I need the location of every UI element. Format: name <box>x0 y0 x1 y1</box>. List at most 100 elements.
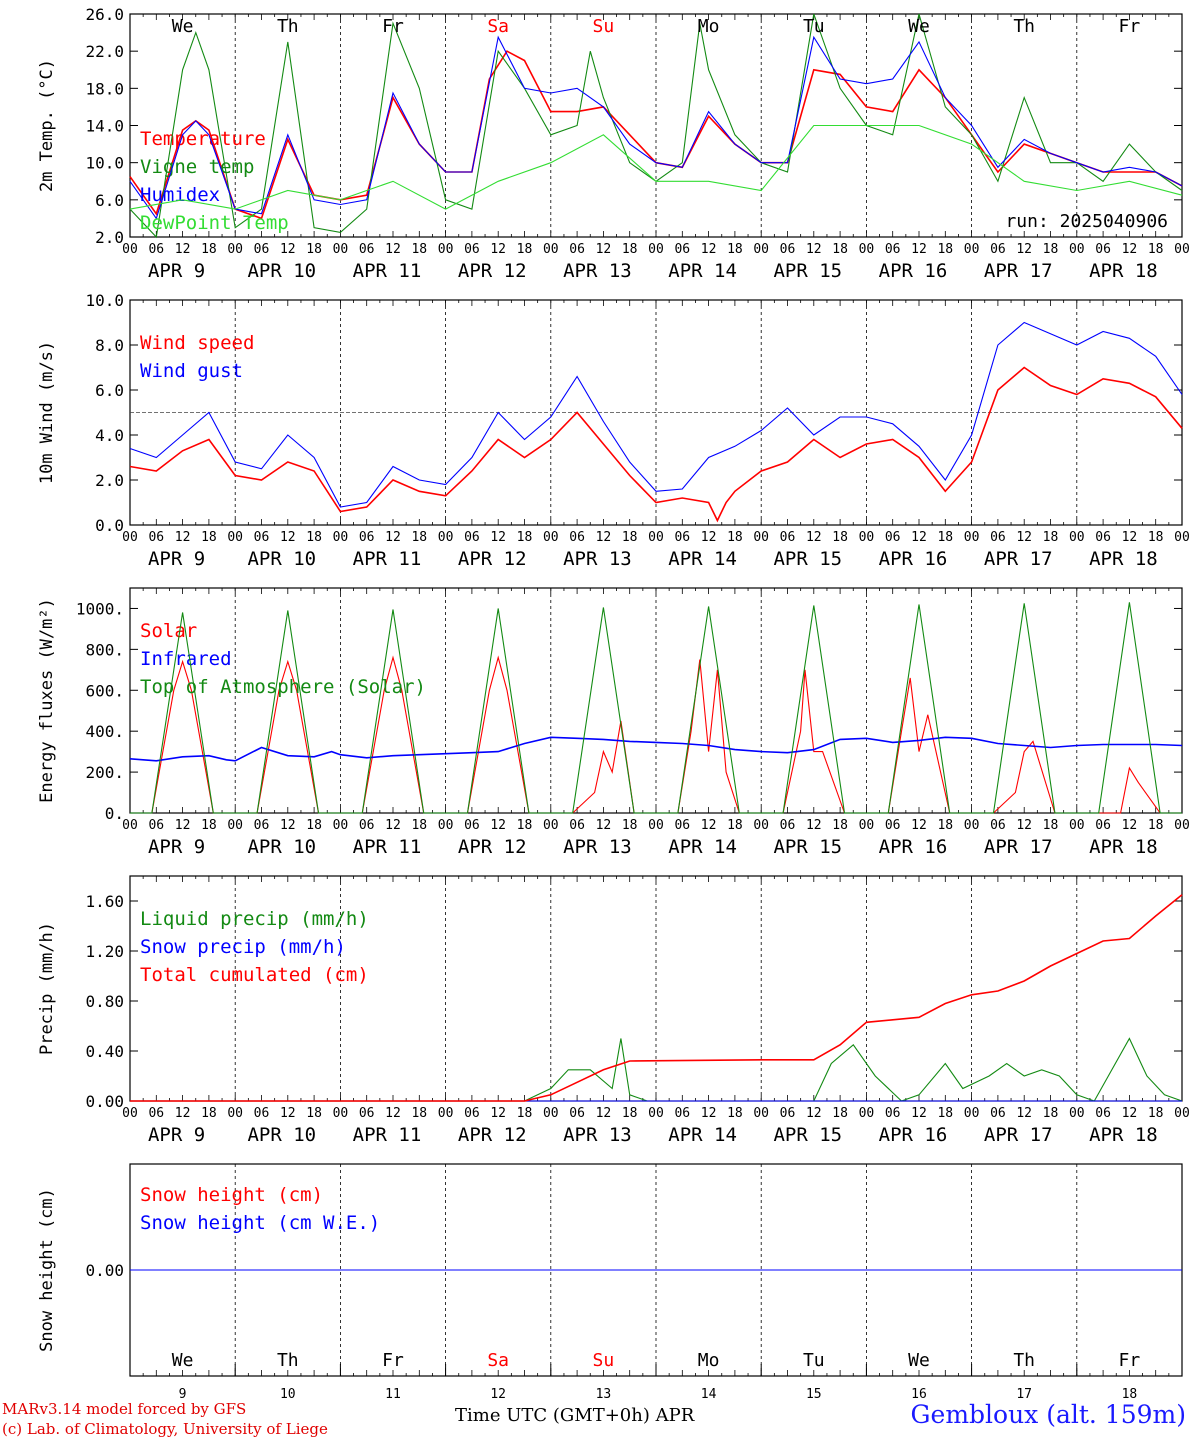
hour-tick-label: 00 <box>438 242 454 257</box>
hour-tick-label: 06 <box>1095 818 1111 833</box>
y-tick-label: 2.0 <box>95 228 124 247</box>
hour-tick-label: 12 <box>490 818 506 833</box>
weekday-label: Mo <box>698 1350 720 1371</box>
hour-tick-label: 18 <box>1148 242 1164 257</box>
hour-tick-label: 06 <box>254 242 270 257</box>
hour-tick-label: 18 <box>306 242 322 257</box>
series-top-of-atmosphere-solar <box>130 602 1182 814</box>
day-label: APR 16 <box>879 836 948 858</box>
hour-tick-label: 06 <box>148 530 164 545</box>
day-label: APR 9 <box>148 548 205 570</box>
weekday-label: Tu <box>803 16 825 37</box>
y-tick-label: 0.00 <box>85 1092 124 1111</box>
legend-entry: Wind gust <box>140 360 243 382</box>
hour-tick-label: 18 <box>306 1106 322 1121</box>
hour-tick-label: 18 <box>517 530 533 545</box>
hour-tick-label: 00 <box>1069 242 1085 257</box>
hour-tick-label: 00 <box>1174 530 1190 545</box>
panel-3: 0. 200. 400. 600. 800. 1000. Energy fluxes (W/… <box>37 587 1190 858</box>
hour-tick-label: 00 <box>227 818 243 833</box>
hour-tick-label: 00 <box>859 1106 875 1121</box>
hour-tick-label: 18 <box>517 1106 533 1121</box>
y-tick-label: 14.0 <box>85 117 124 136</box>
run-annotation: run: 2025040906 <box>1005 211 1168 232</box>
day-label: APR 11 <box>353 260 422 282</box>
hour-tick-label: 00 <box>122 530 138 545</box>
hour-tick-label: 00 <box>543 530 559 545</box>
legend-entry: Humidex <box>140 184 220 206</box>
hour-tick-label: 00 <box>964 818 980 833</box>
legend-entry: Snow height (cm W.E.) <box>140 1212 380 1234</box>
hour-tick-label: 00 <box>648 242 664 257</box>
y-axis-label: Energy fluxes (W/m²) <box>37 598 57 803</box>
hour-tick-label: 00 <box>964 242 980 257</box>
day-number-label: 9 <box>179 1387 187 1402</box>
hour-tick-label: 18 <box>1043 242 1059 257</box>
day-label: APR 12 <box>458 836 527 858</box>
day-label: APR 10 <box>247 1124 316 1146</box>
hour-tick-label: 06 <box>780 242 796 257</box>
legend-entry: Temperature <box>140 128 266 150</box>
hour-tick-label: 06 <box>569 530 585 545</box>
day-label: APR 11 <box>353 548 422 570</box>
hour-tick-label: 18 <box>832 1106 848 1121</box>
hour-tick-label: 12 <box>490 530 506 545</box>
hour-tick-label: 00 <box>438 530 454 545</box>
hour-tick-label: 06 <box>254 818 270 833</box>
weekday-label: Tu <box>803 1350 825 1371</box>
hour-tick-label: 18 <box>1148 818 1164 833</box>
hour-tick-label: 12 <box>806 1106 822 1121</box>
station-name: Gembloux (alt. 159m) <box>910 1400 1186 1429</box>
legend-entry: DewPoint Temp <box>140 212 289 234</box>
y-tick-label: 26.0 <box>85 5 124 24</box>
hour-tick-label: 12 <box>911 530 927 545</box>
hour-tick-label: 06 <box>1095 1106 1111 1121</box>
panel-4: 0.00 0.40 0.80 1.20 1.60 Precip (mm/h) Liquid … <box>37 875 1190 1146</box>
hour-tick-label: 06 <box>674 530 690 545</box>
hour-tick-label: 18 <box>622 1106 638 1121</box>
y-tick-label: 0.00 <box>85 1261 124 1280</box>
hour-tick-label: 18 <box>201 530 217 545</box>
hour-tick-label: 12 <box>175 1106 191 1121</box>
y-tick-label: 1.20 <box>85 942 124 961</box>
day-number-label: 13 <box>596 1387 612 1402</box>
series-wind-speed <box>129 366 1183 523</box>
y-tick-label: 0.40 <box>85 1042 124 1061</box>
hour-tick-label: 00 <box>753 1106 769 1121</box>
y-tick-label: 2.0 <box>95 471 124 490</box>
legend-entry: Wind speed <box>140 332 254 354</box>
y-tick-label: 22.0 <box>85 42 124 61</box>
y-tick-label: 6.0 <box>95 381 124 400</box>
day-label: APR 17 <box>984 548 1053 570</box>
day-label: APR 13 <box>563 260 632 282</box>
weekday-label: Th <box>277 16 299 37</box>
day-number-label: 18 <box>1122 1387 1138 1402</box>
hour-tick-label: 06 <box>885 242 901 257</box>
hour-tick-label: 06 <box>359 530 375 545</box>
weekday-label: Fr <box>1119 16 1141 37</box>
y-tick-label: 600. <box>85 681 124 700</box>
day-label: APR 10 <box>247 836 316 858</box>
hour-tick-label: 00 <box>333 818 349 833</box>
y-tick-label: 800. <box>85 640 124 659</box>
hour-tick-label: 12 <box>1122 818 1138 833</box>
weekday-label: We <box>908 16 930 37</box>
hour-tick-label: 12 <box>1016 1106 1032 1121</box>
hour-tick-label: 18 <box>622 242 638 257</box>
weekday-label: Th <box>1013 1350 1035 1371</box>
hour-tick-label: 06 <box>990 242 1006 257</box>
hour-tick-label: 06 <box>569 242 585 257</box>
hour-tick-label: 18 <box>832 818 848 833</box>
hour-tick-label: 00 <box>438 818 454 833</box>
hour-tick-label: 12 <box>490 242 506 257</box>
series-infrared <box>129 736 1183 762</box>
day-label: APR 12 <box>458 548 527 570</box>
hour-tick-label: 00 <box>122 242 138 257</box>
hour-tick-label: 00 <box>122 1106 138 1121</box>
y-tick-label: 0.80 <box>85 992 124 1011</box>
day-label: APR 17 <box>984 836 1053 858</box>
y-axis-label: Snow height (cm) <box>37 1188 57 1352</box>
hour-tick-label: 06 <box>990 818 1006 833</box>
series-total-cumulated-cm <box>130 894 1183 1102</box>
